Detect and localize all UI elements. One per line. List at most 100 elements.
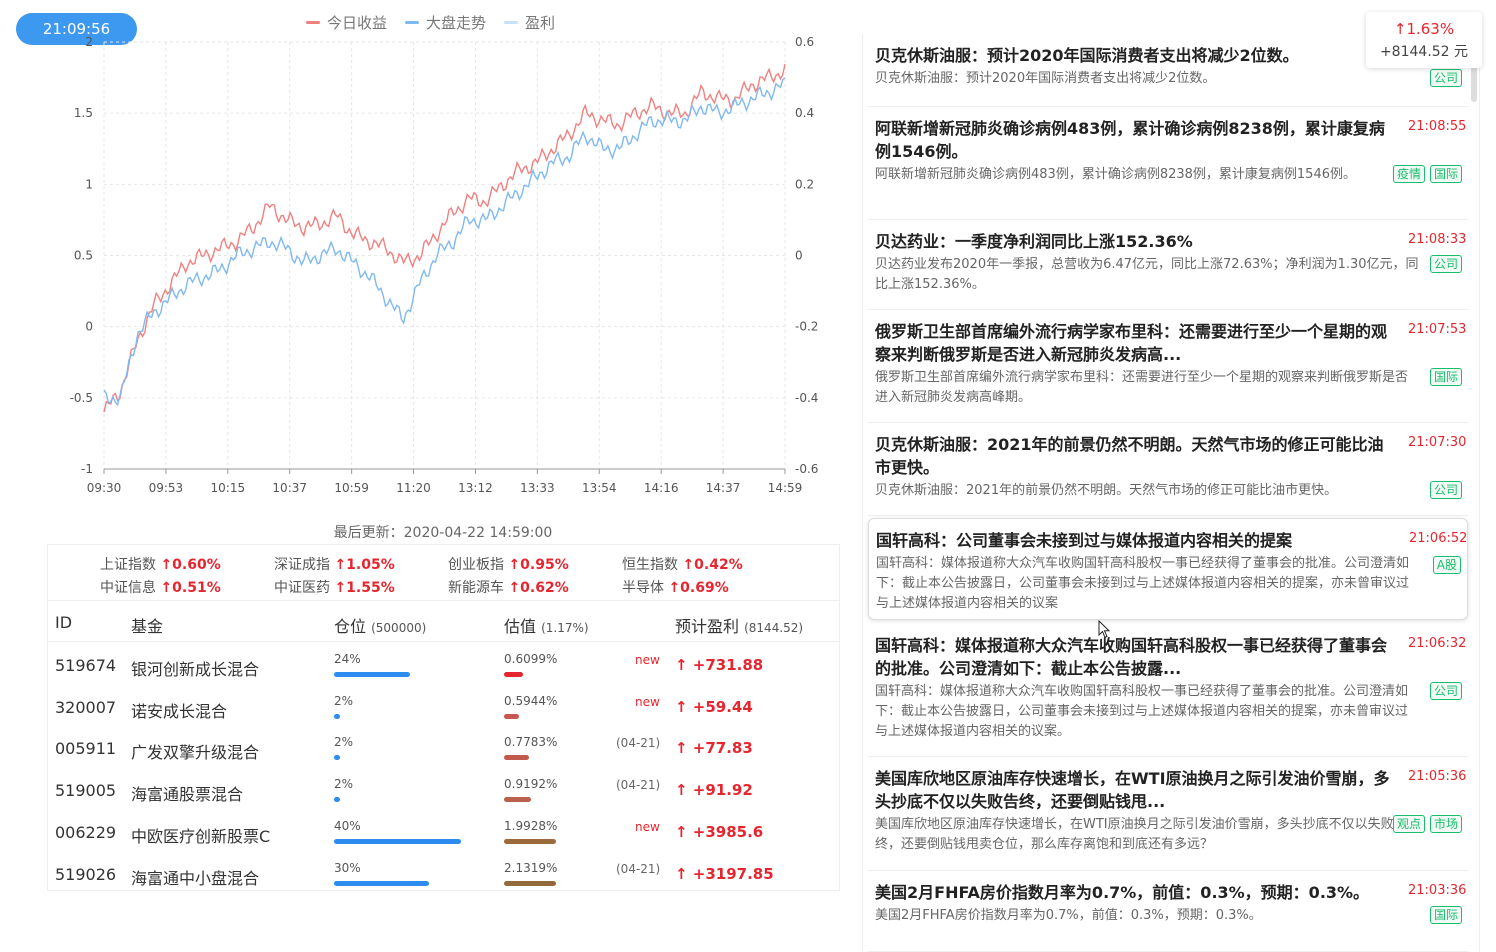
news-title[interactable]: 国轩高科：媒体报道称大众汽车收购国轩高科股权一事已经获得了董事会的批准。公司澄清… [875, 636, 1388, 678]
right-axis-tick-label: 0.2 [795, 177, 814, 191]
x-axis-tick-label: 09:30 [87, 481, 122, 495]
position-bar [334, 797, 340, 803]
news-tags: 疫情 国际 [1392, 165, 1462, 183]
legend-item-today-profit[interactable]: 今日收益 [306, 12, 387, 33]
legend-label-today-profit: 今日收益 [327, 14, 388, 32]
fund-id: 005911 [55, 739, 117, 759]
news-tag[interactable]: 公司 [1429, 69, 1462, 87]
fund-name[interactable]: 海富通股票混合 [131, 785, 244, 805]
column-header-fund[interactable]: 基金 [131, 617, 164, 636]
index-value: ↑0.51% [160, 580, 221, 596]
index-item: 半导体 ↑0.69% [622, 577, 729, 597]
mouse-cursor-icon [1098, 620, 1111, 639]
news-summary: 美国库欣地区原油库存快速增长，在WTI原油换月之际引发油价雪崩，多头抄底不仅以失… [875, 817, 1407, 852]
legend-item-market-trend[interactable]: 大盘走势 [405, 12, 486, 33]
fund-position: 2% [334, 735, 354, 750]
news-tags: A股 [1432, 556, 1461, 574]
estimate-bar [504, 755, 529, 761]
right-axis-tick-label: -0.2 [795, 320, 818, 334]
news-tag[interactable]: 公司 [1429, 255, 1462, 273]
news-tag[interactable]: 公司 [1429, 481, 1462, 499]
news-tag[interactable]: 公司 [1429, 682, 1462, 700]
news-item[interactable]: 贝克休斯油服：预计2020年国际消费者支出将减少2位数。贝克休斯油服：预计202… [868, 34, 1468, 107]
table-row[interactable]: 006229 中欧医疗创新股票C 40% 1.9928% new ↑ +3985.6 [48, 809, 839, 851]
news-title[interactable]: 美国2月FHFA房价指数月率为0.7%，前值：0.3%，预期：0.3%。 [875, 883, 1370, 902]
fund-update-tag: (04-21) [616, 736, 661, 751]
news-tags: 观点 市场 [1392, 815, 1462, 833]
column-header-position[interactable]: 仓位 (500000) [334, 613, 426, 637]
fund-name[interactable]: 银河创新成长混合 [131, 660, 260, 679]
news-title[interactable]: 美国库欣地区原油库存快速增长，在WTI原油换月之际引发油价雪崩，多头抄底不仅以失… [875, 769, 1390, 811]
fund-position: 40% [334, 818, 361, 833]
fund-name[interactable]: 诺安成长混合 [131, 701, 228, 721]
fund-update-tag: (04-21) [616, 861, 661, 876]
news-feed[interactable]: 贝克休斯油服：预计2020年国际消费者支出将减少2位数。贝克休斯油服：预计202… [862, 34, 1480, 952]
index-name: 半导体 [622, 580, 664, 596]
news-title[interactable]: 贝克休斯油服：2021年的前景仍然不明朗。天然气市场的修正可能比油市更快。 [875, 435, 1384, 477]
column-header-profit[interactable]: 预计盈利 (8144.52) [675, 613, 803, 637]
column-header-id[interactable]: ID [55, 613, 73, 632]
fund-estimate: 0.6099% [504, 652, 558, 666]
news-time: 21:07:53 [1408, 322, 1467, 337]
news-item[interactable]: 美国2月FHFA房价指数月率为0.7%，前值：0.3%，预期：0.3%。 21:0… [868, 871, 1468, 952]
news-tag[interactable]: A股 [1432, 556, 1461, 574]
table-row[interactable]: 519674 银河创新成长混合 24% 0.6099% new ↑ +731.88 [48, 642, 839, 684]
news-item[interactable]: 国轩高科：媒体报道称大众汽车收购国轩高科股权一事已经获得了董事会的批准。公司澄清… [868, 624, 1468, 757]
index-item: 中证医药 ↑1.55% [274, 577, 395, 597]
estimate-bar [504, 880, 556, 886]
news-item[interactable]: 俄罗斯卫生部首席编外流行病学家布里科：还需要进行至少一个星期的观察来判断俄罗斯是… [868, 310, 1468, 423]
series-line [103, 63, 786, 413]
news-item[interactable]: 国轩高科：公司董事会未接到过与媒体报道内容相关的提案 21:06:52 国轩高科：媒… [868, 518, 1468, 620]
fund-name[interactable]: 广发双擎升级混合 [131, 743, 260, 763]
news-summary: 贝克休斯油服：预计2020年国际消费者支出将减少2位数。 [875, 71, 1216, 86]
news-item[interactable]: 贝达药业：一季度净利润同比上涨152.36% 21:08:33 贝达药业发布2020… [868, 220, 1468, 310]
news-tag[interactable]: 市场 [1429, 815, 1462, 833]
index-panel: 上证指数 ↑0.60% 深证成指 ↑1.05% 创业板指 ↑0.95% 恒生指数… [47, 544, 840, 600]
news-item[interactable]: 阿联新增新冠肺炎确诊病例483例，累计确诊病例8238例，累计康复病例1546例… [868, 107, 1468, 220]
total-profit-percent: ↑1.63% [1393, 20, 1455, 38]
index-name: 上证指数 [100, 557, 156, 573]
news-title[interactable]: 贝克休斯油服：预计2020年国际消费者支出将减少2位数。 [875, 46, 1299, 65]
table-row[interactable]: 320007 诺安成长混合 2% 0.5944% new ↑ +59.44 [48, 684, 839, 726]
fund-id: 519026 [55, 864, 117, 884]
news-item[interactable]: 贝克休斯油服：2021年的前景仍然不明朗。天然气市场的修正可能比油市更快。 21:… [868, 423, 1468, 516]
column-header-estimate-label: 估值 [504, 617, 537, 636]
profit-summary-box: ↑1.63% +8144.52 元 [1366, 12, 1482, 68]
news-tag[interactable]: 疫情 [1392, 165, 1425, 183]
column-header-estimate[interactable]: 估值 (1.17%) [504, 613, 589, 637]
legend-item-profit[interactable]: 盈利 [504, 12, 555, 33]
news-title[interactable]: 阿联新增新冠肺炎确诊病例483例，累计确诊病例8238例，累计康复病例1546例… [875, 119, 1385, 161]
index-name: 中证信息 [100, 580, 156, 596]
fund-profit: ↑ +59.44 [675, 697, 753, 716]
fund-profit: ↑ +3197.85 [675, 864, 774, 883]
chart-legend[interactable]: 今日收益 大盘走势 盈利 [306, 12, 555, 33]
table-row[interactable]: 005911 广发双擎升级混合 2% 0.7783% (04-21) ↑ +77.83 [48, 725, 839, 767]
news-title[interactable]: 国轩高科：公司董事会未接到过与媒体报道内容相关的提案 [876, 531, 1293, 550]
clock-badge: 21:09:56 [16, 13, 137, 45]
column-header-position-total: (500000) [371, 621, 427, 635]
fund-update-tag: new [635, 694, 660, 709]
left-axis-tick-label: 1.5 [74, 106, 93, 120]
news-title[interactable]: 俄罗斯卫生部首席编外流行病学家布里科：还需要进行至少一个星期的观察来判断俄罗斯是… [875, 322, 1388, 364]
fund-estimate: 0.9192% [504, 777, 558, 792]
news-time: 21:08:33 [1408, 232, 1467, 247]
news-tag[interactable]: 国际 [1429, 165, 1462, 183]
fund-name[interactable]: 中欧医疗创新股票C [131, 826, 271, 846]
index-item: 上证指数 ↑0.60% [100, 554, 221, 574]
fund-position: 30% [334, 860, 361, 875]
fund-name[interactable]: 海富通中小盘混合 [131, 868, 260, 888]
news-tag[interactable]: 观点 [1392, 815, 1425, 833]
index-value: ↑0.69% [668, 580, 729, 596]
table-row[interactable]: 519005 海富通股票混合 2% 0.9192% (04-21) ↑ +91.92 [48, 767, 839, 809]
news-tag[interactable]: 国际 [1429, 368, 1462, 386]
news-item[interactable]: 美国库欣地区原油库存快速增长，在WTI原油换月之际引发油价雪崩，多头抄底不仅以失… [868, 757, 1468, 871]
news-title[interactable]: 贝达药业：一季度净利润同比上涨152.36% [875, 232, 1193, 251]
table-header-divider [48, 641, 839, 642]
news-tag[interactable]: 国际 [1429, 906, 1462, 924]
index-value: ↑1.05% [334, 557, 395, 573]
x-axis-tick-label: 14:59 [768, 481, 803, 495]
right-axis-tick-label: -0.6 [795, 462, 818, 476]
table-row[interactable]: 519026 海富通中小盘混合 30% 2.1319% (04-21) ↑ +3197.8… [48, 851, 839, 893]
news-scrollbar[interactable] [1471, 36, 1477, 102]
x-axis-tick-label: 13:33 [520, 481, 555, 495]
